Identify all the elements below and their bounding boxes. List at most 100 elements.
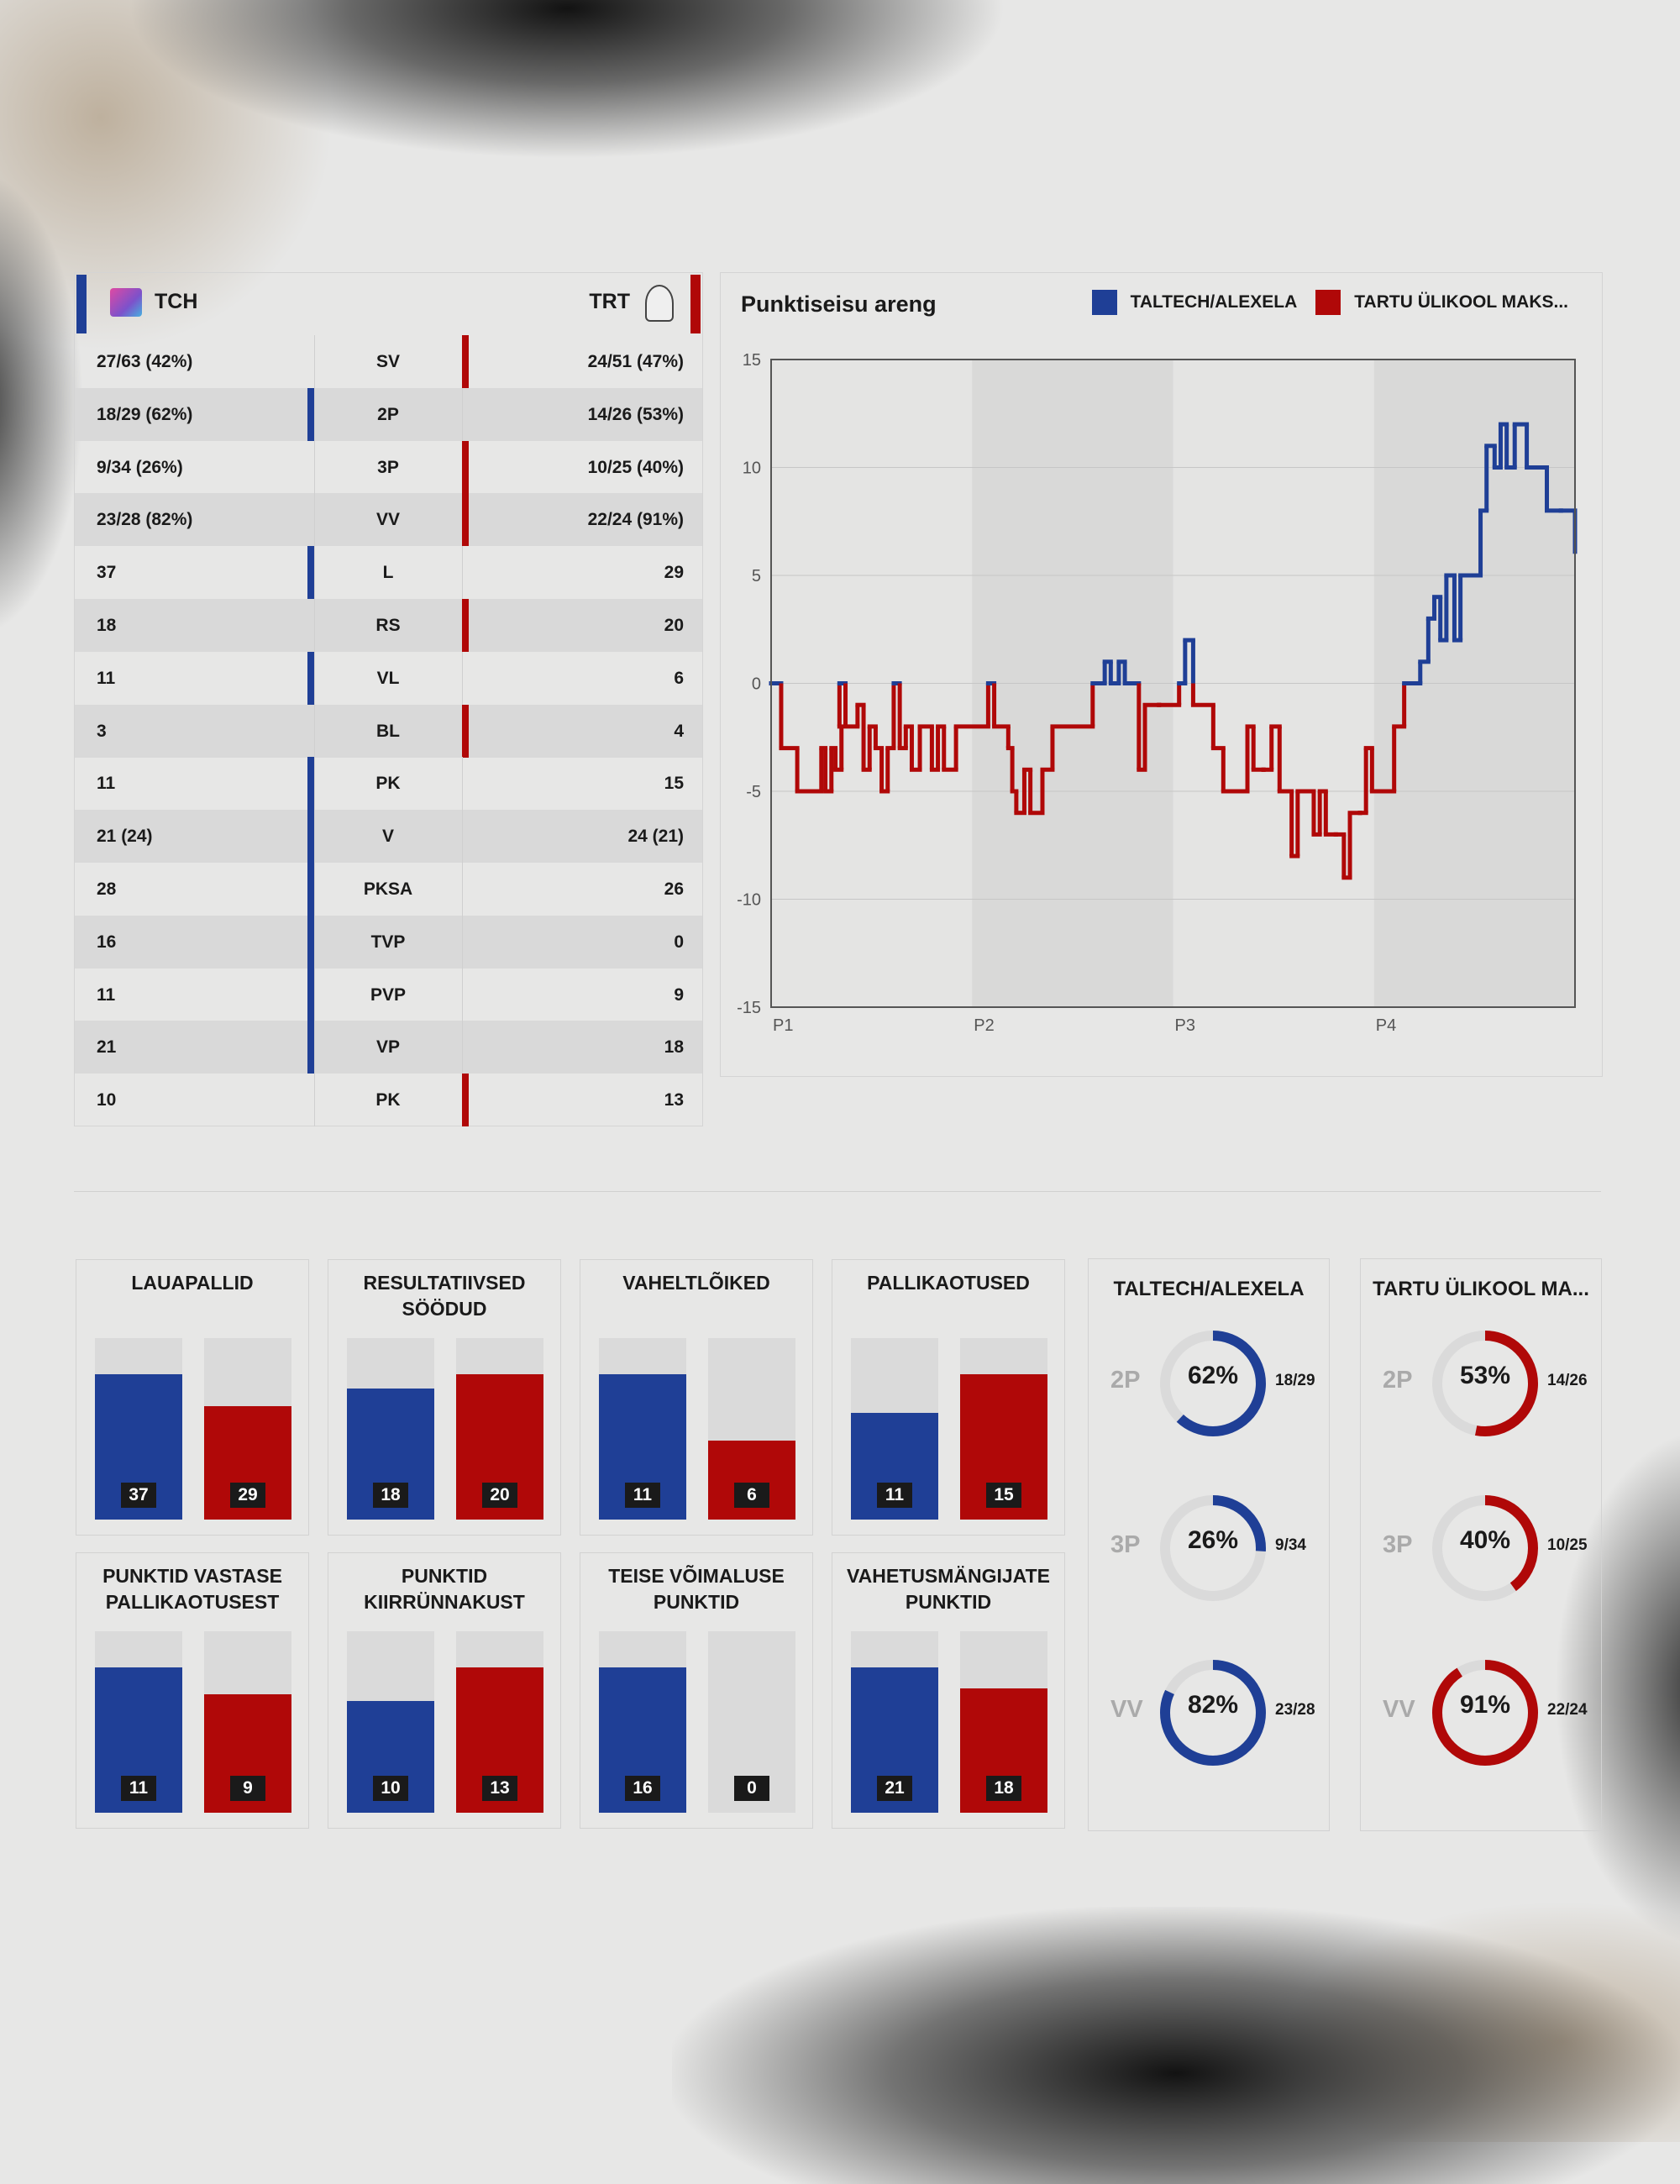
away-stat-value: 14/26 (53%)	[587, 404, 684, 424]
percentage-ring	[1160, 1660, 1266, 1766]
home-stat-value: 11	[97, 984, 116, 1005]
team-stats-table: TCH TRT 27/63 (42%) SV 24/51 (47%) 18/29 (6…	[74, 272, 703, 1127]
percentage-ring	[1432, 1495, 1538, 1601]
bar-card-title: LAUAPALLID	[131, 1272, 254, 1294]
ring-category: 2P	[1383, 1367, 1413, 1394]
away-stat-value: 0	[674, 932, 684, 952]
ring-fill	[1160, 1331, 1266, 1436]
winner-marker	[307, 651, 314, 705]
stat-bar-card: PUNKTID KIIRRÜNNAKUST 10 13	[328, 1552, 561, 1829]
percentage-ring	[1160, 1331, 1266, 1436]
ring-fraction: 23/28	[1275, 1701, 1315, 1719]
away-color-bar	[690, 275, 701, 333]
stat-bar-card: TEISE VÕIMALUSE PUNKTID 16 0	[580, 1552, 813, 1829]
ring-percentage: 53%	[1459, 1362, 1511, 1389]
percentage-ring	[1160, 1495, 1266, 1601]
home-stat-value: 18	[97, 616, 117, 635]
stat-bar-card: PUNKTID VASTASE PALLIKAOTUSEST 11 9	[76, 1552, 309, 1829]
winner-marker	[307, 915, 314, 969]
ring-card-title: TARTU ÜLIKOOL MA...	[1373, 1278, 1589, 1300]
row-separator	[462, 1021, 463, 1074]
row-separator	[462, 546, 463, 600]
away-stat-value: 6	[674, 668, 684, 688]
ring-category: 3P	[1383, 1531, 1413, 1558]
stat-row: 9/34 (26%) 3P 10/25 (40%)	[75, 440, 702, 494]
ring-percentage: 82%	[1187, 1691, 1239, 1719]
row-separator	[462, 915, 463, 969]
row-separator	[314, 1021, 315, 1074]
stat-row: 21 VP 18	[75, 1021, 702, 1074]
stat-label: 3P	[377, 457, 399, 477]
stat-row: 18 RS 20	[75, 599, 702, 652]
stat-label: PK	[375, 774, 401, 794]
row-separator	[314, 440, 315, 494]
away-bar-value: 13	[482, 1776, 517, 1801]
row-separator	[314, 599, 315, 652]
team-shooting-card: TARTU ÜLIKOOL MA... 2P 53% 14/26 3P 40% 10/25 V…	[1360, 1258, 1602, 1831]
stat-row: 27/63 (42%) SV 24/51 (47%)	[75, 335, 702, 388]
legend-item-home: TALTECH/ALEXELA	[1091, 290, 1298, 315]
ring-fill	[1432, 1495, 1538, 1601]
away-bar-value: 6	[734, 1483, 769, 1508]
away-stat-value: 20	[664, 616, 684, 635]
away-team-code: TRT	[589, 290, 630, 313]
away-bar-value: 20	[482, 1483, 517, 1508]
score-progression-chart: Punktiseisu areng TALTECH/ALEXELA TARTU …	[720, 272, 1603, 1077]
home-team-code: TCH	[155, 290, 198, 313]
home-stat-value: 21	[97, 1037, 117, 1058]
winner-marker	[462, 704, 469, 758]
ring-fill	[1160, 1495, 1266, 1601]
home-bar-track: 11	[599, 1338, 686, 1520]
away-team-logo	[645, 285, 674, 322]
chart-plot: 15 10 5 0 -5 -10 -15 P1 P2 P3 P4	[737, 351, 1578, 1035]
stat-label: VP	[375, 1037, 400, 1058]
home-stat-value: 11	[97, 668, 116, 688]
stat-row: 11 PK 15	[75, 757, 702, 811]
ring-fraction: 18/29	[1275, 1372, 1315, 1389]
winner-marker	[307, 387, 314, 441]
row-separator	[314, 968, 315, 1021]
y-tick-label: 5	[752, 567, 761, 585]
stat-row: 3 BL 4	[75, 704, 702, 758]
ring-fill	[1432, 1660, 1538, 1766]
stat-label: 2P	[377, 404, 399, 424]
home-stat-value: 9/34 (26%)	[97, 457, 183, 477]
home-bar-value: 18	[373, 1483, 408, 1508]
home-team-logo	[110, 288, 142, 317]
row-separator	[462, 810, 463, 864]
bar-card-title: RESULTATIIVSED SÖÖDUD	[363, 1272, 526, 1320]
away-bar-track: 9	[204, 1631, 291, 1813]
legend-label-home: TALTECH/ALEXELA	[1130, 292, 1298, 312]
away-bar-track: 0	[708, 1631, 795, 1813]
away-bar-value: 0	[734, 1776, 769, 1801]
y-tick-label: -15	[737, 999, 761, 1017]
stat-label: PVP	[370, 984, 407, 1005]
away-bar-track: 15	[960, 1338, 1047, 1520]
home-bar-value: 21	[877, 1776, 912, 1801]
percentage-ring	[1432, 1660, 1538, 1766]
home-stat-value: 23/28 (82%)	[97, 510, 193, 530]
stat-row: 21 (24) V 24 (21)	[75, 810, 702, 864]
bar-card-title: VAHELTLÕIKED	[622, 1272, 770, 1294]
ring-percentage: 26%	[1187, 1526, 1239, 1554]
stat-label: SV	[375, 352, 400, 371]
home-bar-track: 10	[347, 1631, 434, 1813]
stat-label: VL	[376, 668, 400, 688]
bar-card-title: PALLIKAOTUSED	[867, 1272, 1030, 1294]
shooting-ring-row: VV 82% 23/28	[1089, 1654, 1329, 1772]
ring-fill	[1432, 1331, 1538, 1436]
home-stat-value: 3	[97, 721, 107, 741]
winner-marker	[307, 810, 314, 864]
stat-row: 18/29 (62%) 2P 14/26 (53%)	[75, 387, 702, 441]
row-separator	[462, 757, 463, 811]
away-stat-value: 13	[664, 1090, 684, 1110]
row-separator	[314, 493, 315, 547]
home-stat-value: 27/63 (42%)	[97, 352, 193, 371]
away-stat-value: 26	[664, 879, 684, 899]
stat-bar-card: VAHETUSMÄNGIJATE PUNKTID 21 18	[832, 1552, 1065, 1829]
bar-card-title: TEISE VÕIMALUSE PUNKTID	[608, 1565, 785, 1613]
x-tick-label: P2	[974, 1016, 994, 1035]
home-bar-value: 11	[625, 1483, 660, 1508]
winner-marker	[462, 599, 469, 652]
chart-title: Punktiseisu areng	[741, 291, 937, 317]
